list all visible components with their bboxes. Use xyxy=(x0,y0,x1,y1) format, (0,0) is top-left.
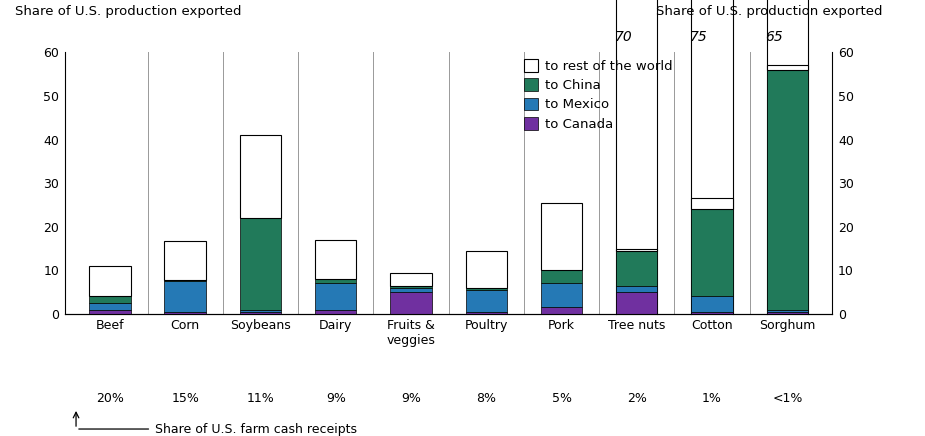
Bar xyxy=(165,280,206,281)
Legend: to rest of the world, to China, to Mexico, to Canada: to rest of the world, to China, to Mexic… xyxy=(524,59,672,131)
Text: 2%: 2% xyxy=(627,392,647,405)
Bar xyxy=(767,312,808,314)
Text: 15%: 15% xyxy=(171,392,199,405)
Bar xyxy=(465,288,507,290)
Bar xyxy=(616,292,658,314)
Bar xyxy=(465,290,507,312)
Bar xyxy=(89,266,130,296)
Text: Share of U.S. production exported: Share of U.S. production exported xyxy=(656,5,882,18)
Bar xyxy=(240,312,281,314)
Text: 9%: 9% xyxy=(326,392,346,405)
Bar xyxy=(691,209,733,296)
Bar xyxy=(89,303,130,310)
Bar xyxy=(165,241,206,280)
Bar xyxy=(390,288,432,292)
Text: 20%: 20% xyxy=(96,392,124,405)
Bar xyxy=(89,310,130,314)
Bar xyxy=(390,286,432,288)
Bar xyxy=(767,65,808,70)
Bar xyxy=(315,240,356,279)
Bar xyxy=(691,312,733,314)
Text: 5%: 5% xyxy=(551,392,572,405)
Text: 1%: 1% xyxy=(702,392,722,405)
Bar xyxy=(767,310,808,312)
Bar xyxy=(541,307,582,314)
Bar xyxy=(165,312,206,314)
Bar xyxy=(616,249,658,251)
Text: 75: 75 xyxy=(690,30,708,44)
Bar xyxy=(465,251,507,288)
Bar xyxy=(465,312,507,314)
Text: <1%: <1% xyxy=(772,392,803,405)
Text: Share of U.S. farm cash receipts: Share of U.S. farm cash receipts xyxy=(155,422,357,436)
Bar xyxy=(541,283,582,307)
Bar xyxy=(315,279,356,283)
Bar xyxy=(616,251,658,286)
Bar xyxy=(691,198,733,209)
Bar xyxy=(767,70,808,310)
Bar xyxy=(691,296,733,312)
Bar xyxy=(165,281,206,312)
Bar xyxy=(240,310,281,312)
Text: 9%: 9% xyxy=(401,392,421,405)
Text: 70: 70 xyxy=(614,30,633,44)
Text: 65: 65 xyxy=(765,30,783,44)
Bar xyxy=(390,272,432,286)
Text: Share of U.S. production exported: Share of U.S. production exported xyxy=(15,5,241,18)
Bar xyxy=(541,203,582,270)
Bar xyxy=(89,296,130,303)
Bar xyxy=(616,286,658,292)
Bar xyxy=(240,135,281,218)
Text: 8%: 8% xyxy=(476,392,496,405)
Bar xyxy=(315,310,356,314)
Text: 11%: 11% xyxy=(247,392,275,405)
Bar xyxy=(541,270,582,283)
Bar xyxy=(390,292,432,314)
Bar xyxy=(240,218,281,310)
Bar xyxy=(315,283,356,310)
